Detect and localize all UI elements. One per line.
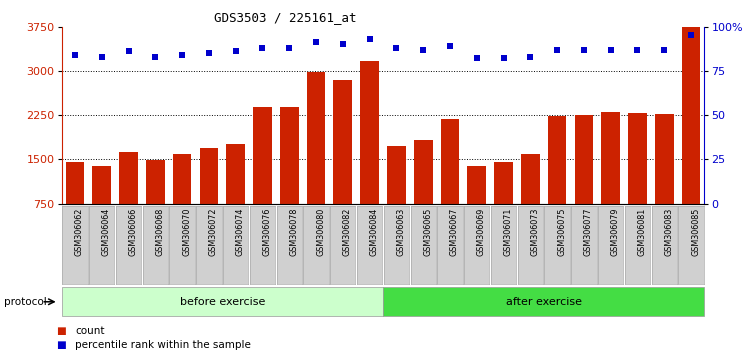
Text: ■: ■ <box>56 340 66 350</box>
Text: after exercise: after exercise <box>505 297 582 307</box>
Point <box>391 45 403 51</box>
Point <box>632 47 644 52</box>
Text: GSM306075: GSM306075 <box>557 207 566 256</box>
Point <box>418 47 430 52</box>
Text: GSM306073: GSM306073 <box>530 207 539 256</box>
Point <box>122 48 134 54</box>
Bar <box>253 107 272 204</box>
Point <box>363 36 376 42</box>
Bar <box>173 154 192 204</box>
Text: GSM306063: GSM306063 <box>397 207 406 256</box>
Bar <box>92 166 111 204</box>
Point <box>283 45 295 51</box>
Text: GSM306080: GSM306080 <box>316 207 325 256</box>
Text: GSM306074: GSM306074 <box>236 207 245 256</box>
Point <box>471 56 483 61</box>
Bar <box>441 119 460 204</box>
Point <box>230 48 242 54</box>
Point <box>497 56 509 61</box>
Text: GSM306064: GSM306064 <box>102 207 110 256</box>
Text: count: count <box>75 326 104 336</box>
Text: GSM306067: GSM306067 <box>450 207 459 256</box>
Point <box>96 54 108 59</box>
Point <box>685 33 697 38</box>
Text: GSM306085: GSM306085 <box>691 207 700 256</box>
Text: GSM306079: GSM306079 <box>611 207 620 256</box>
Text: GSM306084: GSM306084 <box>369 207 379 256</box>
Bar <box>360 61 379 204</box>
Point <box>658 47 670 52</box>
Text: percentile rank within the sample: percentile rank within the sample <box>75 340 251 350</box>
Text: GSM306070: GSM306070 <box>182 207 191 256</box>
Point <box>310 40 322 45</box>
Point <box>524 54 536 59</box>
Text: GSM306077: GSM306077 <box>584 207 593 256</box>
Bar <box>494 162 513 204</box>
Text: GSM306062: GSM306062 <box>75 207 84 256</box>
Bar <box>387 146 406 204</box>
Bar <box>333 80 352 204</box>
Text: GSM306081: GSM306081 <box>638 207 647 256</box>
Bar <box>146 160 164 204</box>
Point <box>69 52 81 58</box>
Text: GSM306071: GSM306071 <box>503 207 512 256</box>
Text: protocol: protocol <box>4 297 47 307</box>
Bar <box>65 162 84 204</box>
Bar <box>226 144 245 204</box>
Point <box>336 41 348 47</box>
Bar <box>682 26 701 204</box>
Bar <box>383 287 704 316</box>
Point <box>551 47 563 52</box>
Bar <box>575 115 593 204</box>
Bar <box>200 148 219 204</box>
Bar <box>119 152 138 204</box>
Text: before exercise: before exercise <box>179 297 265 307</box>
Bar <box>467 166 486 204</box>
Text: GSM306083: GSM306083 <box>664 207 673 256</box>
Point <box>256 45 269 51</box>
Text: GSM306066: GSM306066 <box>128 207 137 256</box>
Point <box>605 47 617 52</box>
Text: GSM306082: GSM306082 <box>342 207 351 256</box>
Text: GSM306076: GSM306076 <box>263 207 271 256</box>
Point <box>203 50 215 56</box>
Bar <box>62 287 383 316</box>
Bar <box>602 112 620 204</box>
Text: GSM306068: GSM306068 <box>155 207 164 256</box>
Bar <box>628 113 647 204</box>
Bar <box>521 154 540 204</box>
Bar <box>547 116 566 204</box>
Text: GSM306078: GSM306078 <box>289 207 298 256</box>
Point <box>176 52 188 58</box>
Bar <box>414 141 433 204</box>
Bar <box>280 107 299 204</box>
Text: GDS3503 / 225161_at: GDS3503 / 225161_at <box>214 11 357 24</box>
Bar <box>306 72 325 204</box>
Point <box>578 47 590 52</box>
Bar <box>655 114 674 204</box>
Text: GSM306065: GSM306065 <box>424 207 432 256</box>
Text: ■: ■ <box>56 326 66 336</box>
Text: GSM306072: GSM306072 <box>209 207 218 256</box>
Point <box>444 43 456 49</box>
Text: GSM306069: GSM306069 <box>477 207 486 256</box>
Point <box>149 54 161 59</box>
